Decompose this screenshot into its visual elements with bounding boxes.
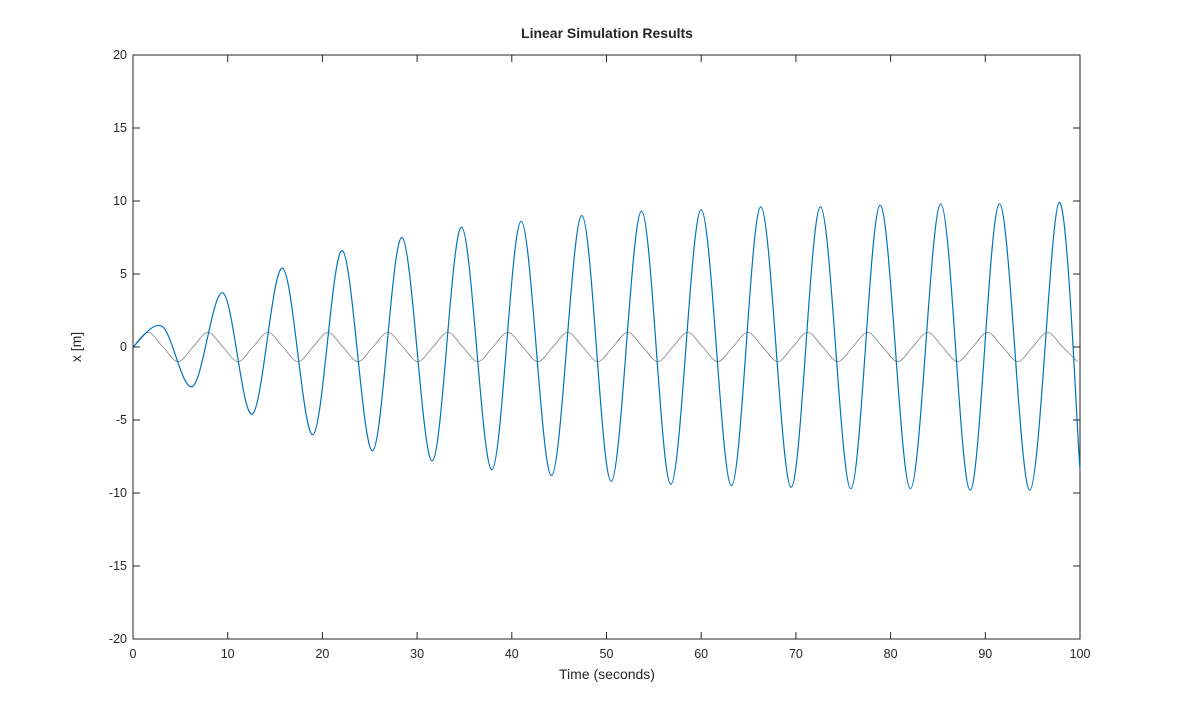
x-tick-label: 80 [884,647,898,661]
x-tick-label: 60 [694,647,708,661]
y-tick-label: 15 [113,121,127,135]
plot-area: 0 10 20 30 40 50 60 70 80 90 100 -20 -15 -10 -5 0 5 10 15 2… [109,48,1091,661]
y-tick-label: -10 [109,486,127,500]
x-axis-label: Time (seconds) [559,666,655,682]
x-tick-label: 30 [410,647,424,661]
x-tick-label: 40 [505,647,519,661]
y-tick-label: -15 [109,559,127,573]
y-tick-label: 0 [120,340,127,354]
x-tick-label: 10 [221,647,235,661]
y-axis-label: x [m] [68,332,84,362]
x-tick-label: 70 [789,647,803,661]
x-tick-label: 0 [130,647,137,661]
series-line-response [132,201,1081,491]
series-line-input [132,332,1078,362]
y-tick-label: -20 [109,632,127,646]
x-tick-label: 20 [315,647,329,661]
y-tick-label: -5 [116,413,127,427]
x-tick-label: 90 [978,647,992,661]
x-tick-label: 100 [1070,647,1091,661]
y-tick-label: 10 [113,194,127,208]
chart-title: Linear Simulation Results [521,25,693,41]
y-tick-label: 5 [120,267,127,281]
y-tick-label: 20 [113,48,127,62]
x-tick-label: 50 [600,647,614,661]
